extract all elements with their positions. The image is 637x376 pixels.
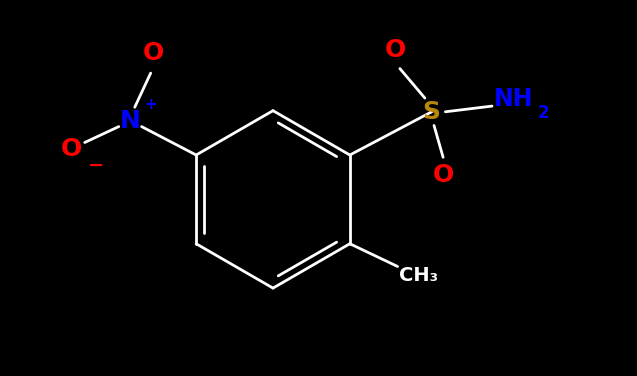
Text: 2: 2 — [538, 104, 549, 122]
Text: O: O — [61, 137, 82, 161]
Text: −: − — [88, 156, 104, 175]
Text: NH: NH — [494, 87, 534, 111]
Text: S: S — [423, 100, 441, 124]
Text: CH₃: CH₃ — [399, 266, 438, 285]
Text: O: O — [385, 38, 406, 62]
Text: N: N — [120, 109, 141, 133]
Text: O: O — [433, 164, 454, 188]
Text: +: + — [145, 97, 157, 112]
Text: O: O — [142, 41, 164, 65]
